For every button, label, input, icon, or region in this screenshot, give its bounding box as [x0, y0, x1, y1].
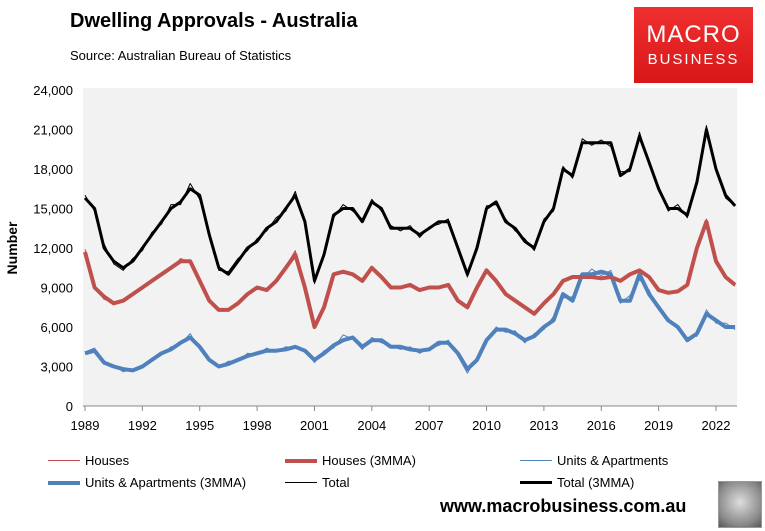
y-tick-label: 12,000: [33, 241, 73, 256]
plot-area: [83, 88, 737, 406]
legend-label: Total (3MMA): [557, 475, 635, 490]
x-tick-label: 2013: [529, 418, 558, 433]
legend-item: Total: [285, 475, 349, 490]
x-tick-label: 2004: [357, 418, 386, 433]
x-tick-label: 1989: [71, 418, 100, 433]
legend-swatch: [520, 460, 552, 461]
series-line-units-apartments-3mma-: [84, 269, 736, 373]
x-tick-label: 1998: [243, 418, 272, 433]
legend-item: Total (3MMA): [520, 475, 634, 490]
macrobusiness-logo: MACRO BUSINESS: [634, 7, 753, 83]
x-tick-label: 2016: [587, 418, 616, 433]
legend-label: Total: [322, 475, 350, 490]
x-tick-label: 2007: [415, 418, 444, 433]
series-line-units-apartments: [84, 268, 736, 374]
legend-swatch: [285, 482, 317, 483]
legend-item: Units & Apartments: [520, 453, 668, 468]
legend-swatch: [520, 481, 552, 484]
y-tick-label: 6,000: [40, 320, 73, 335]
legend-item: Units & Apartments (3MMA): [48, 475, 246, 490]
legend-label: Units & Apartments: [557, 453, 669, 468]
legend-swatch: [285, 458, 317, 463]
chart-title: Dwelling Approvals - Australia: [70, 10, 358, 32]
x-tick-label: 2010: [472, 418, 501, 433]
chart-source: Source: Australian Bureau of Statistics: [70, 48, 292, 63]
series-line-total: [84, 125, 736, 285]
legend-label: Units & Apartments (3MMA): [85, 475, 247, 490]
x-tick-label: 2022: [702, 418, 731, 433]
website-url: www.macrobusiness.com.au: [440, 496, 687, 516]
logo-line2: BUSINESS: [647, 51, 740, 68]
x-tick-label: 2019: [644, 418, 673, 433]
y-tick-label: 15,000: [33, 202, 73, 217]
y-tick-label: 21,000: [33, 123, 73, 138]
y-tick-label: 9,000: [40, 281, 73, 296]
y-tick-label: 0: [66, 399, 73, 414]
x-tick-label: 2001: [300, 418, 329, 433]
legend-swatch: [48, 460, 80, 461]
x-tick-label: 1992: [128, 418, 157, 433]
y-axis-title: Number: [4, 221, 20, 274]
legend-item: Houses (3MMA): [285, 453, 416, 468]
logo-line1: MACRO: [646, 21, 741, 48]
y-tick-label: 3,000: [40, 360, 73, 375]
wolf-image: [718, 481, 762, 528]
legend-item: Houses: [48, 453, 129, 468]
legend-label: Houses (3MMA): [322, 453, 416, 468]
x-tick-label: 1995: [185, 418, 214, 433]
legend-label: Houses: [85, 453, 130, 468]
legend-swatch: [48, 480, 80, 485]
series-line-houses: [84, 218, 736, 329]
y-tick-label: 18,000: [33, 162, 73, 177]
y-tick-label: 24,000: [33, 83, 73, 98]
